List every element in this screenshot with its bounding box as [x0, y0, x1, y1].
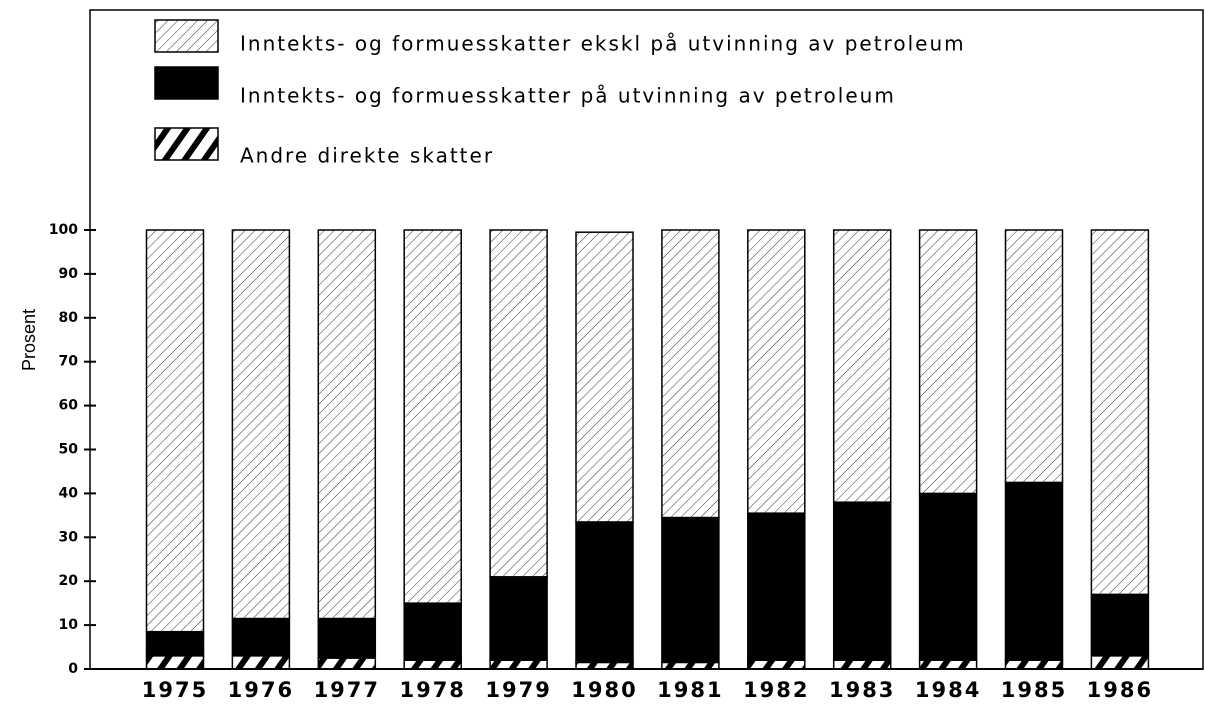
bar-segment: [317, 617, 377, 659]
bar-segment: [747, 512, 806, 661]
bar-segment: [489, 576, 548, 661]
legend-swatch: [154, 19, 219, 53]
x-tick-label: 1975: [142, 678, 208, 702]
x-tick-label: 1983: [829, 678, 895, 702]
bar-segment: [231, 617, 291, 657]
bar-segment: [145, 630, 205, 657]
bar-segment: [661, 516, 720, 664]
bar-segment: [1004, 229, 1064, 484]
y-tick-label: 70: [59, 354, 79, 370]
bar-segment: [317, 229, 377, 620]
bar-segment: [918, 659, 978, 670]
bar-segment: [1090, 593, 1150, 657]
y-tick-label: 30: [59, 529, 79, 545]
x-tick-label: 1977: [314, 678, 380, 702]
y-tick-label: 80: [59, 310, 79, 326]
bar-segment: [747, 659, 806, 670]
bar-segment: [403, 229, 462, 604]
y-tick-label: 40: [59, 485, 79, 501]
x-tick-label: 1981: [657, 678, 723, 702]
x-tick-label: 1982: [743, 678, 809, 702]
bar-segment: [403, 602, 462, 661]
x-tick-label: 1979: [485, 678, 551, 702]
bar-segment: [918, 229, 978, 495]
legend-label: Andre direkte skatter: [240, 144, 494, 168]
bar-segment: [832, 659, 892, 670]
bar-segment: [231, 229, 291, 620]
bar-segment: [918, 492, 978, 661]
bar-segment: [1004, 481, 1064, 661]
bar-segment: [575, 521, 634, 664]
y-tick-label: 0: [68, 661, 78, 677]
x-tick-label: 1976: [228, 678, 294, 702]
bar-segment: [1004, 659, 1064, 670]
bar-segment: [1090, 655, 1150, 670]
y-tick-label: 50: [59, 442, 79, 458]
y-tick-label: 100: [49, 222, 78, 238]
x-tick-label: 1985: [1001, 678, 1067, 702]
bar-segment: [575, 231, 634, 523]
y-tick-label: 20: [59, 573, 79, 589]
y-tick-label: 10: [59, 617, 79, 633]
legend-label: Inntekts- og formuesskatter på utvinning…: [240, 84, 896, 108]
bar-segment: [1090, 229, 1150, 596]
x-tick-label: 1978: [399, 678, 465, 702]
bar-segment: [832, 501, 892, 661]
x-tick-label: 1980: [571, 678, 637, 702]
bar-segment: [231, 655, 291, 670]
bar-segment: [145, 229, 205, 633]
bar-segment: [317, 657, 377, 670]
legend-swatch: [154, 127, 219, 161]
legend-label: Inntekts- og formuesskatter ekskl på utv…: [240, 32, 966, 56]
bar-segment: [832, 229, 892, 503]
x-tick-label: 1984: [915, 678, 981, 702]
bar-segment: [661, 229, 720, 519]
bar-segment: [747, 229, 806, 514]
bar-segment: [489, 659, 548, 670]
y-tick-label: 90: [59, 266, 79, 282]
bar-segment: [489, 229, 548, 578]
y-tick-label: 60: [59, 398, 79, 414]
bar-segment: [403, 659, 462, 670]
bar-segment: [145, 655, 205, 670]
y-axis-label: Prosent: [19, 309, 39, 371]
x-tick-label: 1986: [1087, 678, 1153, 702]
legend-swatch: [154, 66, 219, 100]
